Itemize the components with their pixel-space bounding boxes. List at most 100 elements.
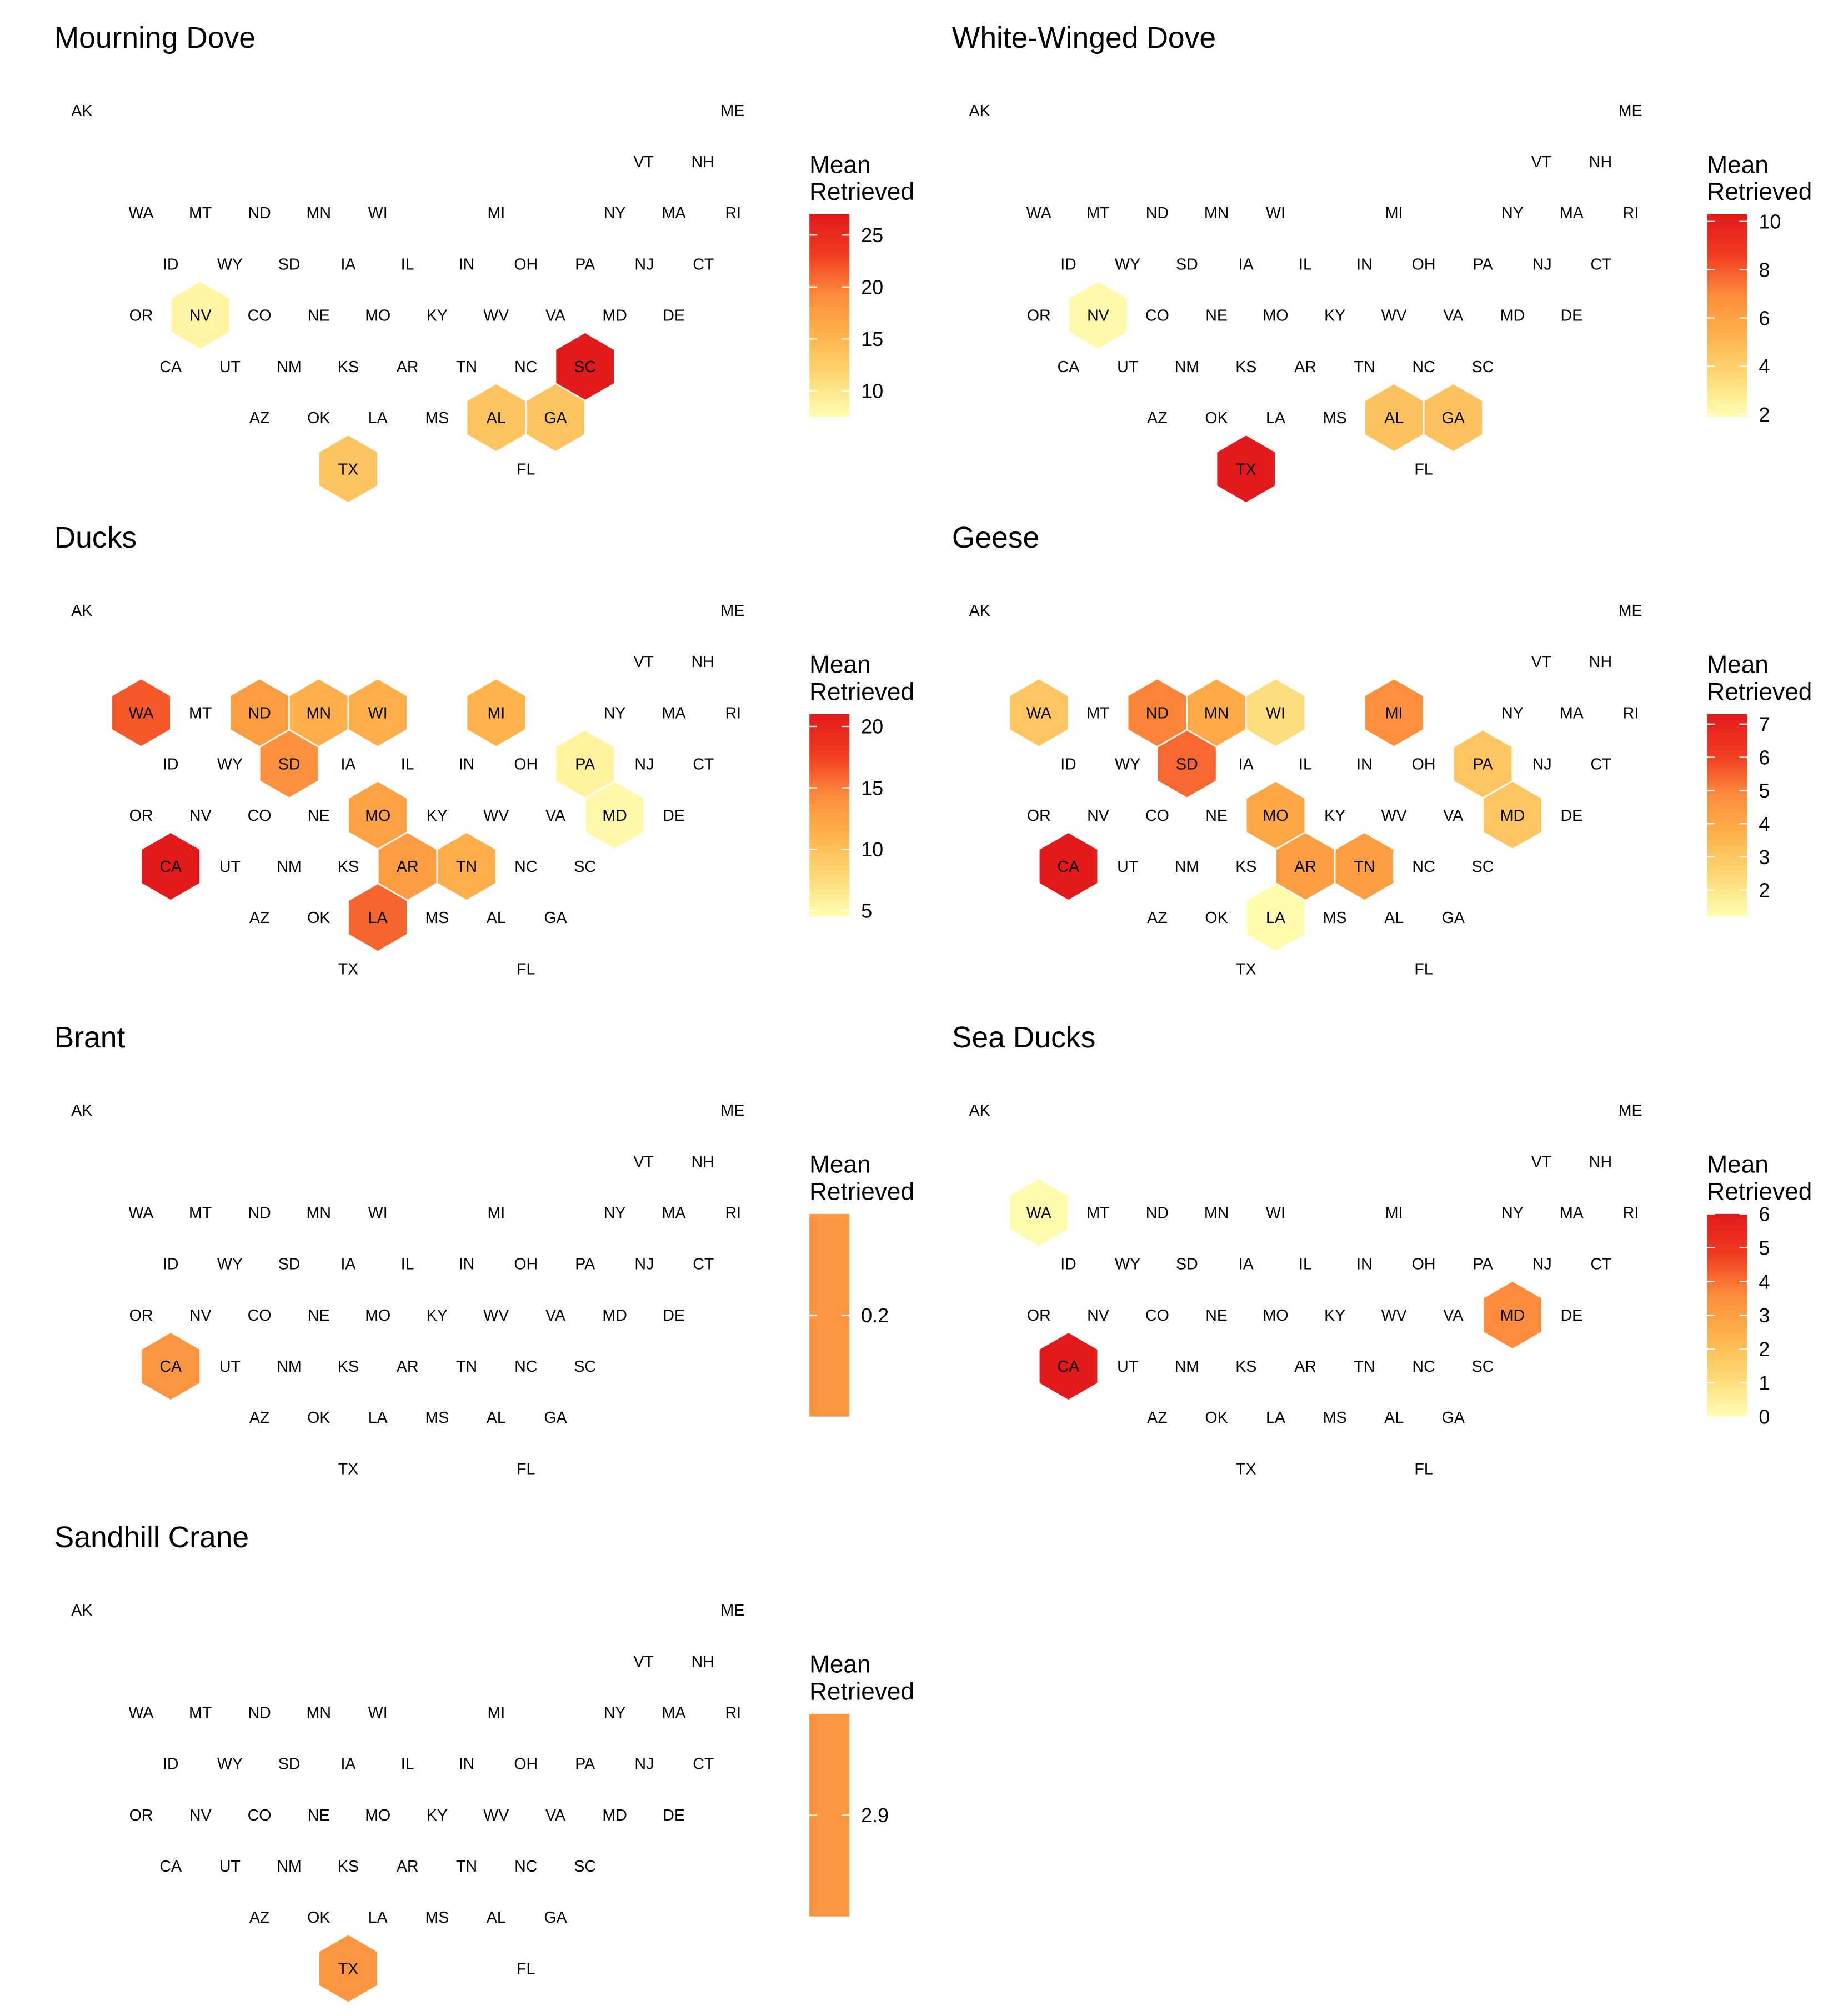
state-label-nj: NJ <box>634 1756 654 1773</box>
state-label-ar: AR <box>397 1358 419 1376</box>
legend-tick-label: 15 <box>861 328 883 350</box>
state-label-or: OR <box>129 1807 153 1824</box>
state-label-az: AZ <box>1147 409 1168 427</box>
panel-title: Ducks <box>54 521 137 554</box>
legend-title-line1: Mean <box>809 1651 870 1678</box>
state-label-oh: OH <box>1412 1256 1436 1273</box>
state-label-nc: NC <box>1412 358 1435 376</box>
legend-title-line1: Mean <box>1707 1151 1768 1178</box>
state-label-in: IN <box>459 255 475 273</box>
state-label-nc: NC <box>514 358 537 376</box>
state-label-co: CO <box>1145 307 1169 325</box>
state-label-tn: TN <box>1354 358 1375 376</box>
state-label-nm: NM <box>1175 1358 1199 1376</box>
legend-colorbar <box>809 214 850 417</box>
hex-ca <box>140 1331 201 1402</box>
state-label-ga: GA <box>544 1909 567 1927</box>
state-label-de: DE <box>663 807 685 825</box>
hex-ca <box>1038 831 1099 902</box>
legend-tick-label: 20 <box>861 276 883 299</box>
state-label-al: AL <box>487 909 506 927</box>
state-label-id: ID <box>163 255 179 273</box>
state-label-ca: CA <box>1058 1358 1080 1376</box>
state-label-tx: TX <box>1236 1460 1256 1478</box>
state-label-in: IN <box>459 1756 475 1773</box>
state-label-ms: MS <box>425 1909 449 1927</box>
state-label-sd: SD <box>278 1756 301 1773</box>
state-label-nm: NM <box>1175 858 1199 876</box>
state-label-ga: GA <box>544 409 567 427</box>
state-label-ma: MA <box>1560 1204 1584 1222</box>
state-label-ri: RI <box>1623 204 1639 222</box>
state-label-fl: FL <box>517 960 535 978</box>
state-label-fl: FL <box>1414 460 1433 478</box>
state-label-ak: AK <box>71 102 92 120</box>
state-label-oh: OH <box>1412 255 1436 273</box>
state-label-ut: UT <box>219 1858 241 1875</box>
state-label-fl: FL <box>517 1460 535 1478</box>
state-label-md: MD <box>1500 1307 1525 1325</box>
state-label-nd: ND <box>1146 204 1169 222</box>
state-label-wv: WV <box>483 1307 509 1325</box>
state-label-ct: CT <box>693 255 714 273</box>
state-label-ny: NY <box>1501 704 1524 722</box>
state-label-ny: NY <box>1501 1204 1524 1222</box>
legend-tick-label: 2 <box>1759 879 1770 902</box>
state-label-ne: NE <box>1205 1307 1228 1325</box>
hex-mi <box>1363 678 1425 748</box>
state-label-ut: UT <box>219 1358 241 1376</box>
state-label-ct: CT <box>1591 255 1612 273</box>
state-label-nc: NC <box>514 1858 537 1875</box>
state-label-md: MD <box>1500 307 1525 325</box>
state-label-ak: AK <box>969 102 990 120</box>
legend-tick-label: 15 <box>861 776 883 799</box>
state-label-tn: TN <box>456 858 477 876</box>
state-label-la: LA <box>368 1909 388 1927</box>
hex-tn <box>436 831 497 902</box>
state-label-ms: MS <box>1323 909 1347 927</box>
state-label-sc: SC <box>574 358 596 376</box>
state-labels: AK ME VT NH WA MT ND MN WI MI NY MA RI ID WY SD IA IL IN OH… <box>969 602 1642 978</box>
state-label-ak: AK <box>969 602 990 620</box>
state-label-ky: KY <box>427 307 448 325</box>
state-label-ct: CT <box>693 756 714 774</box>
state-label-de: DE <box>1561 807 1583 825</box>
state-label-ak: AK <box>71 602 92 620</box>
state-label-pa: PA <box>575 756 595 774</box>
state-label-ky: KY <box>1324 307 1345 325</box>
state-label-sc: SC <box>1472 358 1494 376</box>
panel-title: White-Winged Dove <box>952 22 1216 54</box>
state-label-ia: IA <box>1239 255 1254 273</box>
state-label-id: ID <box>1060 255 1076 273</box>
state-label-ny: NY <box>1501 204 1524 222</box>
state-label-ar: AR <box>397 358 419 376</box>
state-label-nh: NH <box>692 1653 714 1671</box>
state-label-ky: KY <box>427 1307 448 1325</box>
state-label-az: AZ <box>249 1909 270 1927</box>
state-label-ga: GA <box>1442 909 1465 927</box>
state-label-az: AZ <box>1147 1409 1168 1427</box>
hex-md <box>1482 1280 1543 1351</box>
state-label-mn: MN <box>307 1704 331 1722</box>
legend-tick-label: 0.2 <box>861 1304 889 1327</box>
state-label-wv: WV <box>483 307 509 325</box>
state-label-co: CO <box>248 1807 272 1824</box>
state-label-nc: NC <box>1412 1358 1435 1376</box>
legend-tick-label: 6 <box>1759 307 1770 329</box>
state-label-nd: ND <box>1146 704 1169 722</box>
legend-tick-label: 7 <box>1759 713 1770 736</box>
state-label-sd: SD <box>1176 1256 1198 1273</box>
state-label-ri: RI <box>725 1704 741 1722</box>
hex-wa <box>111 678 172 748</box>
hex-layer <box>169 280 615 504</box>
state-labels: AK ME VT NH WA MT ND MN WI MI NY MA RI ID WY SD IA IL IN OH… <box>71 1102 744 1478</box>
state-label-me: ME <box>1619 602 1642 620</box>
state-label-la: LA <box>1266 1409 1285 1427</box>
state-label-sc: SC <box>574 858 596 876</box>
state-label-nh: NH <box>1589 1153 1612 1171</box>
state-label-sd: SD <box>1176 756 1198 774</box>
state-label-ne: NE <box>1205 307 1228 325</box>
state-label-ms: MS <box>425 1409 449 1427</box>
state-label-sc: SC <box>1472 858 1494 876</box>
